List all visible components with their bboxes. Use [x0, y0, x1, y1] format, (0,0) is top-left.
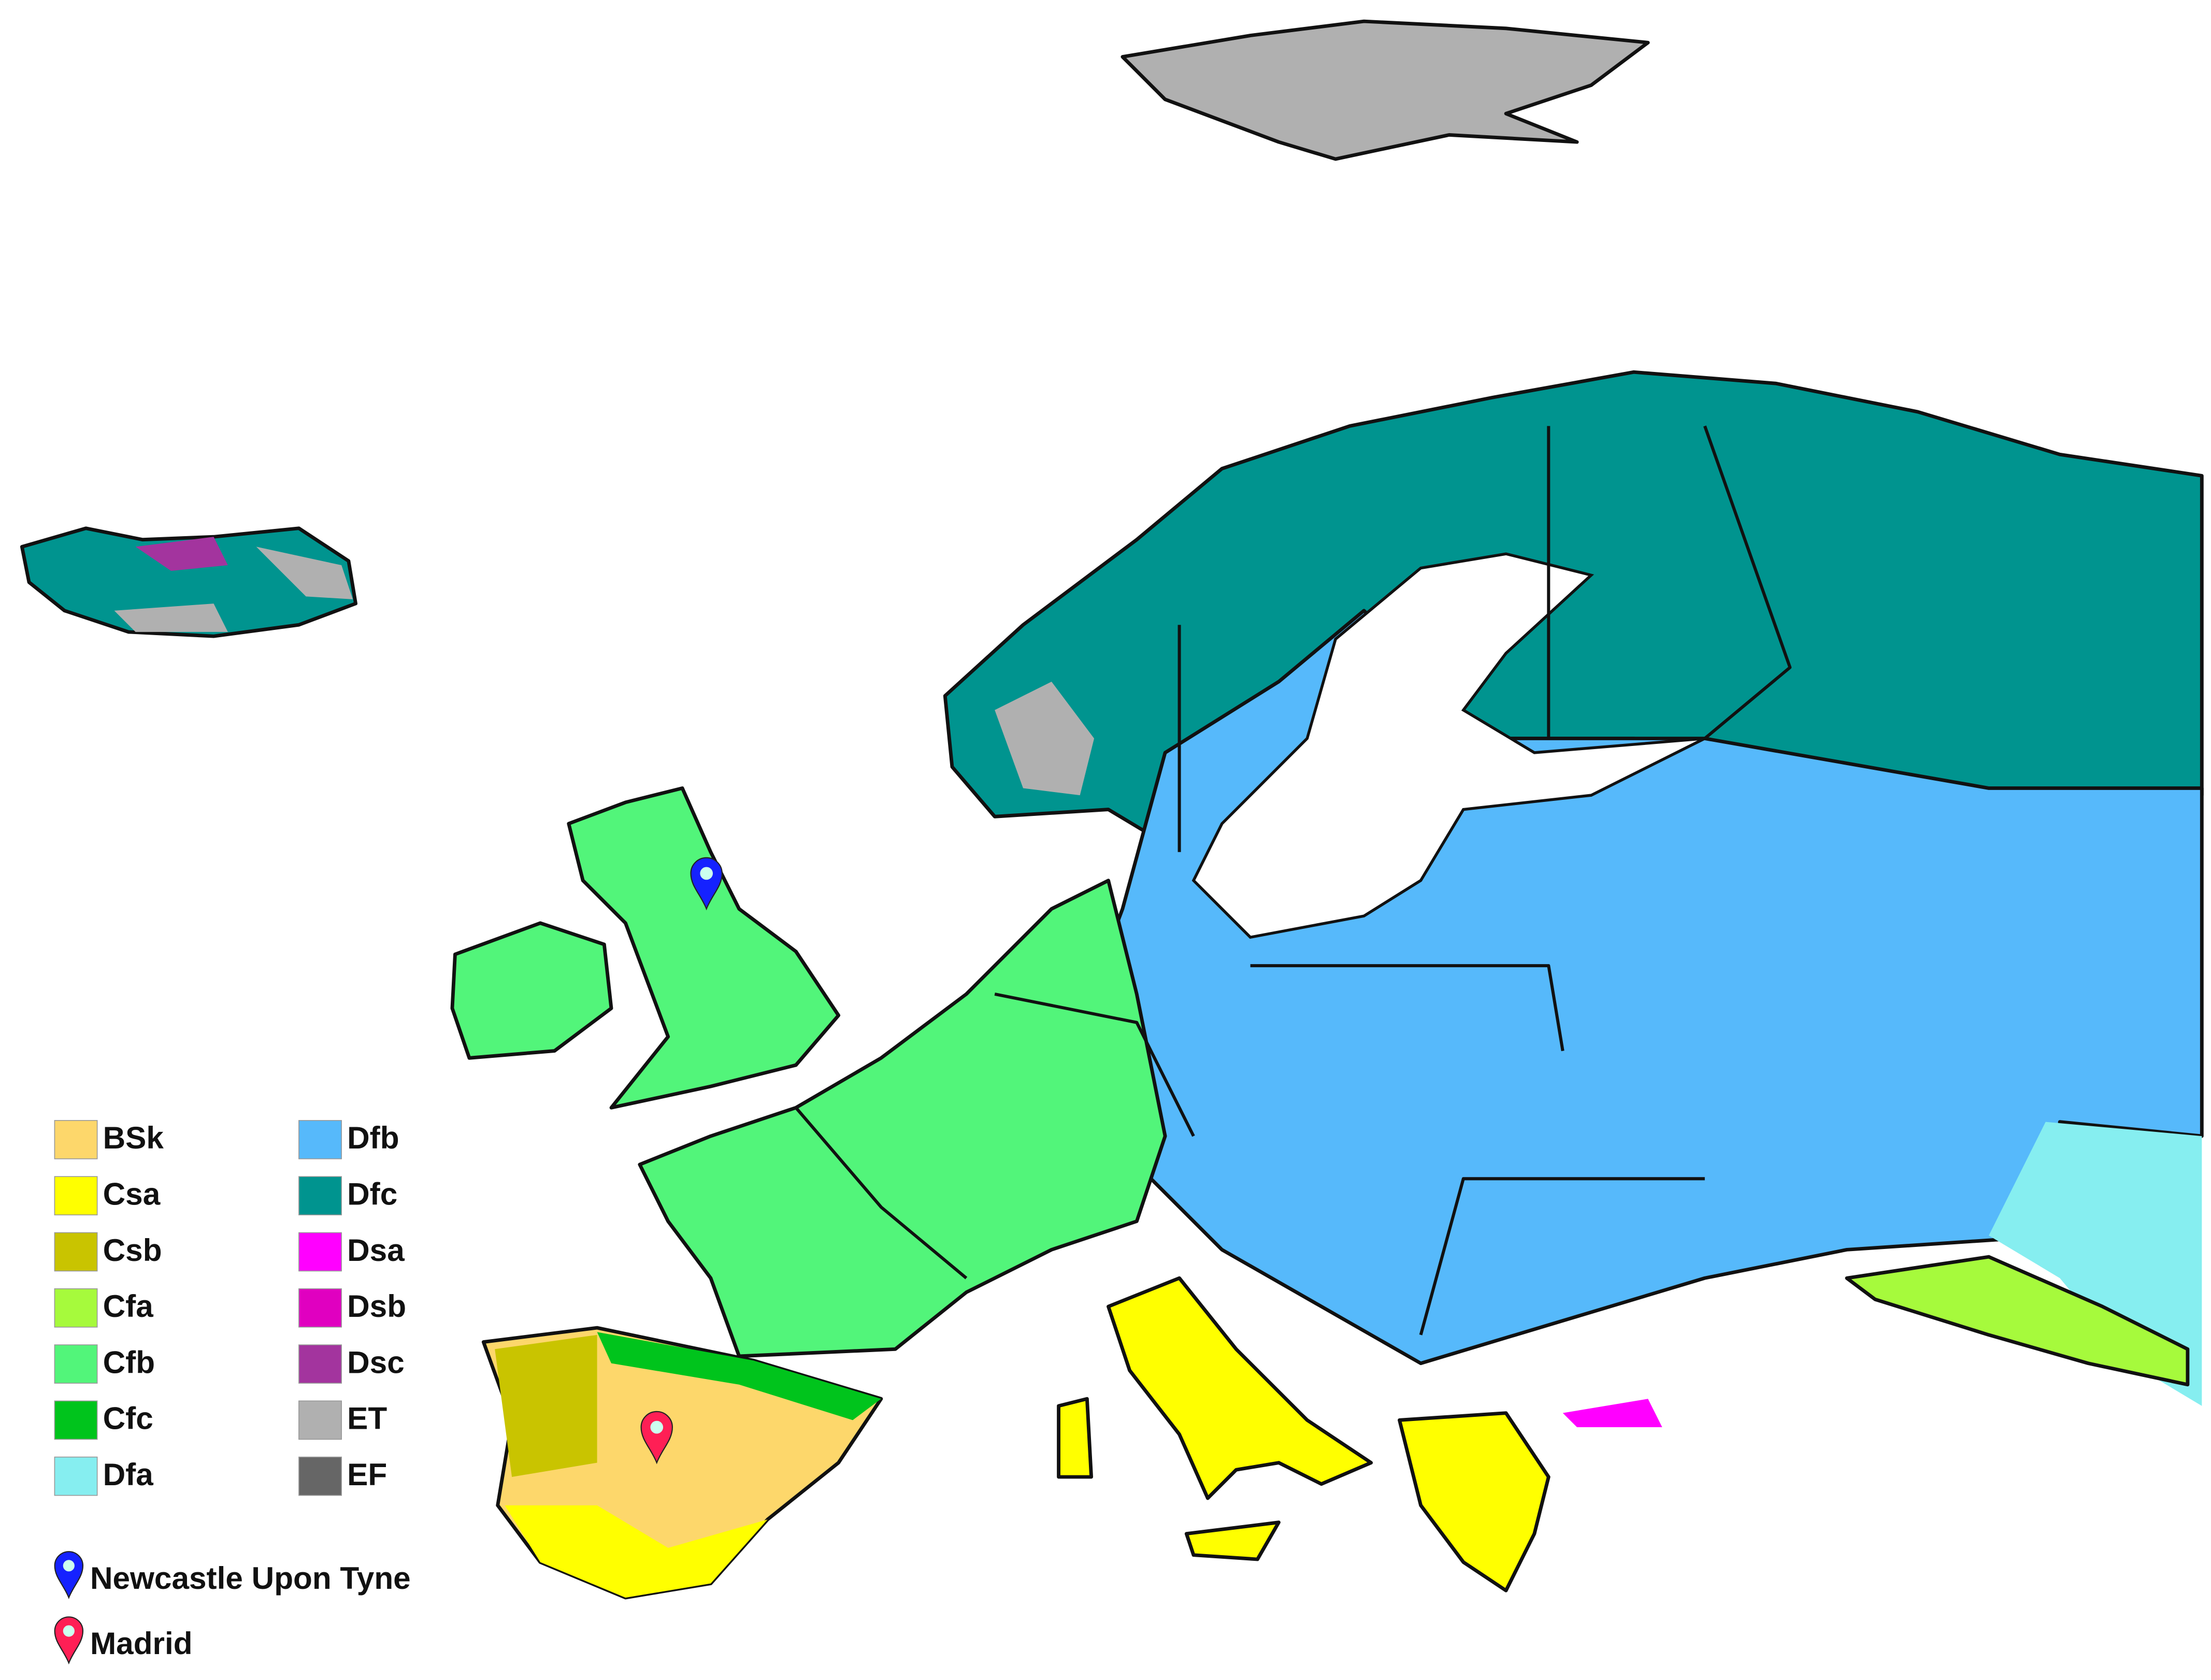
legend-label: BSk: [103, 1120, 164, 1155]
landmass: [20, 19, 2204, 1600]
legend-swatch: [54, 1120, 98, 1159]
legend-label: EF: [347, 1457, 387, 1492]
legend-swatch: [298, 1120, 342, 1159]
legend-swatch: [54, 1176, 98, 1216]
legend-swatch: [298, 1288, 342, 1328]
legend-swatch: [298, 1176, 342, 1216]
pin: [690, 857, 723, 911]
marker-legend-label: Newcastle Upon Tyne: [90, 1560, 411, 1596]
borders: [795, 425, 1792, 1336]
legend-label: Dfc: [347, 1176, 397, 1211]
legend-swatch: [54, 1288, 98, 1328]
baltic-sea: [1191, 552, 1706, 939]
legend-label: Csb: [103, 1232, 162, 1268]
legend-swatch: [54, 1456, 98, 1496]
pin: [54, 1616, 84, 1665]
pin: [640, 1411, 673, 1464]
pin-hole: [700, 867, 713, 880]
pin: [54, 1551, 84, 1599]
iberia-csb: [495, 1334, 597, 1477]
legend-swatch: [54, 1400, 98, 1440]
legend-swatch: [298, 1344, 342, 1384]
legend-label: Cfb: [103, 1344, 155, 1380]
pyrenees-cfc: [597, 1332, 881, 1420]
iceland-dsc: [135, 537, 228, 571]
legend-label: Dsa: [347, 1232, 405, 1268]
map-pins: [640, 857, 723, 1464]
sicily: [1184, 1520, 1281, 1561]
pin-hole: [63, 1560, 75, 1572]
marker-legend-label: Madrid: [90, 1626, 193, 1661]
iberia-csa: [505, 1505, 768, 1598]
legend-label: Dfa: [103, 1457, 154, 1492]
crimea-cfa: [1845, 1255, 2190, 1387]
legend-swatch: [54, 1344, 98, 1384]
legend-swatch: [298, 1400, 342, 1440]
legend-swatch: [298, 1232, 342, 1272]
legend-label: Cfa: [103, 1288, 154, 1324]
sardinia: [1057, 1397, 1094, 1479]
svalbard: [1121, 19, 1650, 161]
legend-swatch: [298, 1456, 342, 1496]
pin-hole: [650, 1420, 664, 1434]
iceland-et: [114, 547, 353, 632]
italy: [1107, 1276, 1373, 1500]
norway-et: [995, 681, 1095, 796]
legend-label: Cfc: [103, 1401, 153, 1436]
great-britain: [567, 786, 841, 1110]
legend: BSk Csa Csb Cfa Cfb Cfc Dfa Dfb Dfc Dsa Dsb Dsc ET EF…: [54, 1120, 411, 1665]
greece: [1398, 1411, 1550, 1592]
legend-label: ET: [347, 1401, 387, 1436]
legend-label: Dsb: [347, 1288, 406, 1324]
pin-hole: [63, 1625, 75, 1637]
legend-label: Dsc: [347, 1344, 405, 1380]
ireland: [450, 921, 613, 1060]
legend-label: Csa: [103, 1176, 161, 1211]
legend-label: Dfb: [347, 1120, 399, 1155]
legend-swatch: [54, 1232, 98, 1272]
western-europe: [638, 879, 1167, 1358]
dsa-patch: [1562, 1399, 1662, 1428]
